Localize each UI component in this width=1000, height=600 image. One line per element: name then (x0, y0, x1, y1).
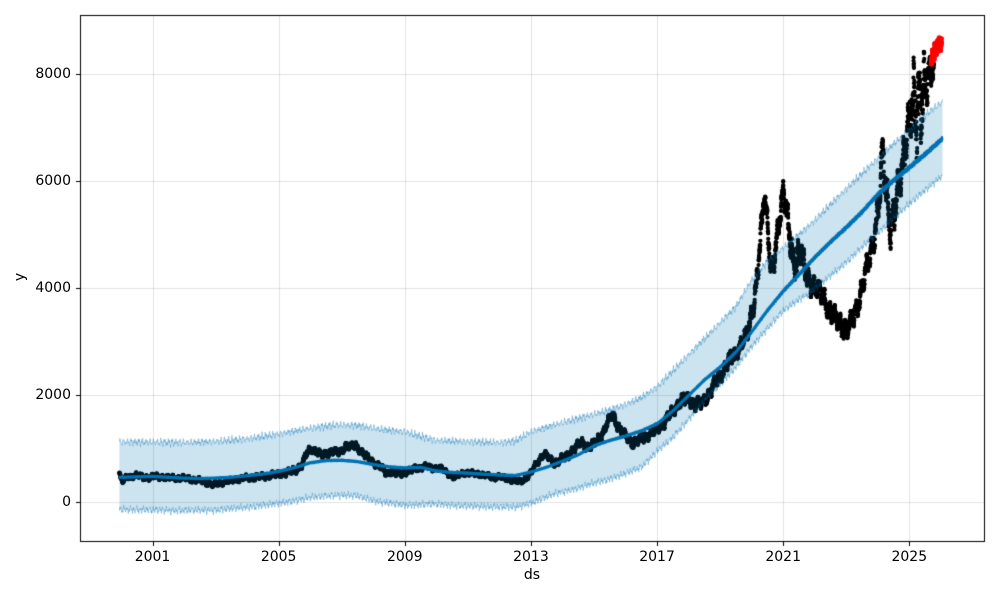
y-tick-label: 4000 (35, 279, 71, 296)
x-tick-label: 2021 (765, 549, 802, 565)
x-tick-label: 2009 (386, 549, 423, 565)
y-axis-label: y (12, 272, 28, 282)
x-tick-label: 2013 (513, 549, 549, 565)
x-tick-label: 2005 (260, 549, 297, 565)
x-tick-label: 2025 (891, 549, 928, 565)
x-tick-label: 2001 (134, 549, 171, 565)
x-tick-label: 2017 (639, 549, 675, 565)
y-tick-label: 8000 (35, 65, 71, 82)
y-tick-label: 0 (62, 493, 71, 510)
x-axis-label: ds (523, 567, 541, 583)
y-tick-label: 2000 (35, 386, 71, 403)
y-tick-label: 6000 (35, 172, 71, 189)
